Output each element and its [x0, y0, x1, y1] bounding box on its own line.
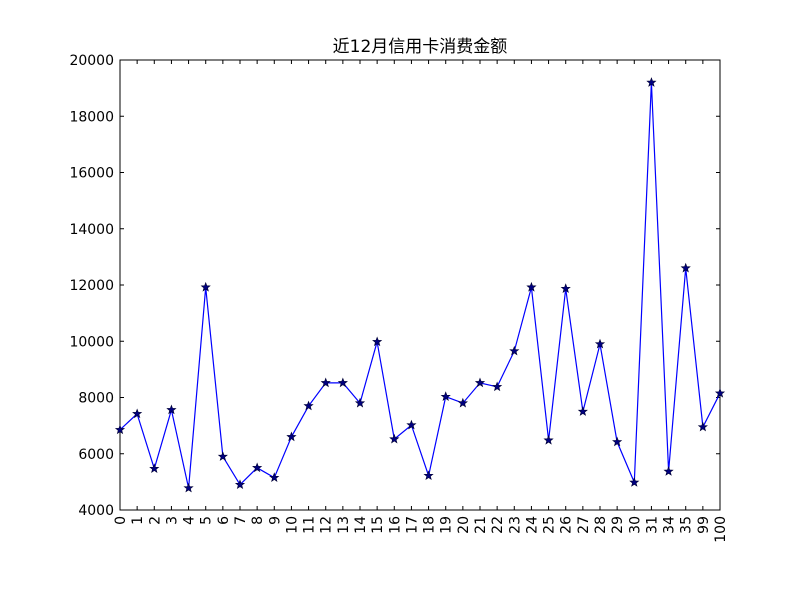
data-point-star	[234, 479, 246, 490]
chart-title: 近12月信用卡消费金额	[333, 37, 508, 57]
x-tick-label: 6	[216, 516, 232, 525]
x-tick-label: 5	[199, 516, 215, 525]
data-point-star	[200, 281, 211, 292]
data-point-star	[714, 387, 726, 398]
data-point-star	[680, 262, 691, 273]
data-point-star	[114, 424, 126, 435]
x-tick-label: 99	[696, 516, 712, 534]
x-tick-label: 26	[559, 516, 575, 534]
plot-area: 4000600080001000012000140001600018000200…	[69, 53, 729, 543]
data-point-star	[354, 397, 366, 408]
x-tick-label: 27	[576, 516, 592, 534]
y-tick-label: 8000	[78, 391, 114, 407]
data-point-star	[406, 419, 417, 430]
data-point-star	[337, 377, 348, 388]
y-tick-label: 18000	[69, 109, 114, 125]
x-tick-label: 11	[302, 516, 318, 534]
x-tick-label: 20	[456, 516, 472, 534]
data-point-star	[269, 472, 280, 482]
x-tick-label: 100	[713, 516, 729, 543]
x-tick-label: 14	[353, 516, 369, 534]
x-tick-label: 29	[610, 516, 626, 534]
x-tick-label: 2	[147, 516, 163, 525]
x-tick-label: 35	[679, 516, 695, 534]
data-point-star	[663, 466, 674, 476]
x-tick-label: 10	[284, 516, 300, 534]
x-tick-label: 13	[336, 516, 352, 534]
data-point-star	[217, 451, 228, 461]
data-point-star	[526, 281, 537, 292]
x-tick-label: 34	[662, 516, 678, 534]
x-tick-label: 1	[130, 516, 146, 525]
y-tick-label: 12000	[69, 278, 114, 294]
x-tick-label: 19	[439, 516, 455, 534]
x-tick-label: 3	[164, 516, 180, 525]
x-tick-label: 30	[627, 516, 643, 534]
data-point-star	[303, 400, 314, 411]
data-point-star	[423, 470, 434, 481]
x-tick-label: 12	[319, 516, 335, 534]
data-point-star	[492, 381, 503, 392]
x-tick-label: 31	[644, 516, 660, 534]
data-point-star	[577, 406, 588, 416]
data-point-star	[474, 377, 486, 388]
x-tick-label: 0	[113, 516, 129, 525]
data-point-star	[183, 482, 194, 493]
y-tick-label: 16000	[69, 166, 114, 182]
data-point-star	[252, 462, 263, 473]
data-point-star	[320, 377, 331, 388]
x-tick-label: 21	[473, 516, 489, 534]
data-point-star	[646, 77, 657, 87]
x-tick-label: 16	[387, 516, 403, 534]
data-point-star	[149, 463, 160, 473]
x-tick-label: 22	[490, 516, 506, 534]
data-point-star	[132, 408, 143, 419]
data-point-star	[594, 338, 606, 349]
x-tick-label: 18	[422, 516, 438, 534]
x-tick-label: 7	[233, 516, 249, 525]
data-point-star	[457, 397, 468, 408]
y-tick-label: 6000	[78, 447, 114, 463]
x-tick-label: 15	[370, 516, 386, 534]
y-tick-label: 20000	[69, 53, 114, 69]
y-tick-label: 14000	[69, 222, 114, 238]
plot-frame	[119, 59, 721, 511]
x-tick-label: 24	[524, 516, 540, 534]
x-tick-label: 9	[267, 516, 283, 525]
data-point-star	[543, 434, 554, 445]
data-point-star	[286, 431, 297, 442]
y-tick-label: 10000	[69, 334, 114, 350]
series-line	[119, 82, 721, 489]
x-tick-label: 25	[542, 516, 558, 534]
x-tick-label: 4	[182, 516, 198, 525]
y-tick-label: 4000	[78, 503, 114, 519]
data-point-star	[697, 421, 708, 432]
x-tick-label: 23	[507, 516, 523, 534]
data-point-star	[629, 477, 640, 487]
x-tick-label: 28	[593, 516, 609, 534]
data-point-star	[509, 345, 520, 356]
data-point-star	[372, 336, 383, 347]
x-tick-label: 17	[404, 516, 420, 534]
data-point-star	[166, 404, 177, 415]
data-point-star	[560, 283, 571, 293]
data-point-star	[612, 436, 623, 447]
data-point-star	[440, 391, 451, 401]
data-point-star	[389, 433, 400, 444]
x-tick-label: 8	[250, 516, 266, 525]
